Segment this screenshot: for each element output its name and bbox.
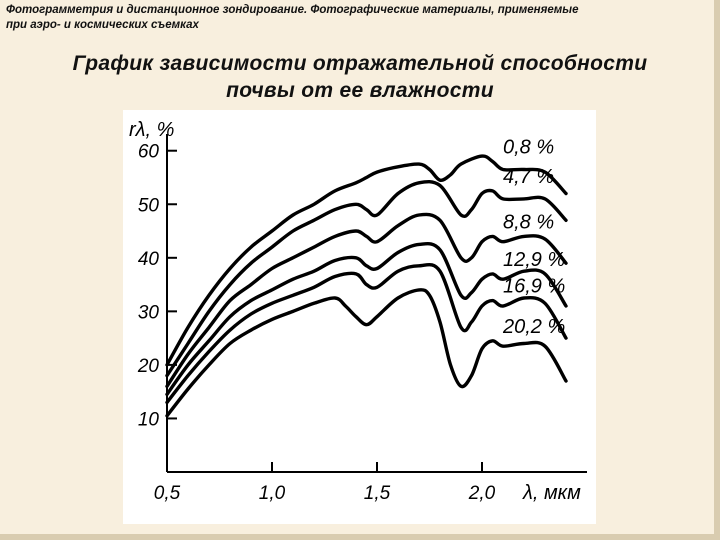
x-tick-label: 1,0 [259, 483, 286, 504]
series-label: 12,9 % [503, 249, 565, 271]
x-tick-label: 1,5 [364, 483, 391, 504]
reflectance-chart: 10 20 30 40 50 60 0,5 1,0 1,5 2,0 0,8 % 4,7 % 8,8 %… [129, 119, 587, 504]
y-tick-label: 20 [137, 356, 160, 377]
series-line [165, 154, 568, 367]
series-line [165, 212, 568, 388]
y-tick-label: 10 [138, 409, 160, 430]
slide-title-line-2: почвы от ее влажности [226, 79, 494, 102]
series-line [165, 288, 568, 418]
x-tick-label: 2,0 [468, 483, 496, 504]
header-line-2: при аэро- и космических съемках [6, 19, 199, 31]
y-tick-label: 50 [138, 195, 160, 216]
chart-ticks: 10 20 30 40 50 60 0,5 1,0 1,5 2,0 [137, 142, 496, 504]
x-axis-label: λ, мкм [522, 482, 581, 504]
chart-series-labels: 0,8 % 4,7 % 8,8 % 12,9 % 16,9 % 20,2 % [502, 136, 565, 337]
series-line [165, 179, 568, 378]
x-tick-label: 0,5 [154, 483, 181, 504]
series-label: 8,8 % [503, 211, 554, 233]
y-tick-label: 30 [138, 302, 160, 323]
slide-title: График зависимости отражательной способн… [0, 50, 720, 104]
y-axis-label: rλ, % [129, 119, 174, 141]
header-line-1: Фотограмметрия и дистанционное зондирова… [6, 4, 579, 16]
series-line [165, 262, 568, 405]
chart-panel: 10 20 30 40 50 60 0,5 1,0 1,5 2,0 0,8 % 4,7 % 8,8 %… [123, 110, 596, 524]
series-line [165, 241, 568, 397]
slide-header: Фотограмметрия и дистанционное зондирова… [6, 3, 606, 33]
y-tick-label: 40 [138, 249, 160, 270]
series-label: 20,2 % [502, 316, 565, 338]
slide-title-line-1: График зависимости отражательной способн… [72, 52, 648, 75]
chart-series-group [165, 154, 568, 418]
series-label: 4,7 % [503, 166, 554, 188]
y-tick-label: 60 [138, 142, 160, 163]
series-label: 16,9 % [503, 276, 565, 298]
series-label: 0,8 % [503, 136, 554, 158]
